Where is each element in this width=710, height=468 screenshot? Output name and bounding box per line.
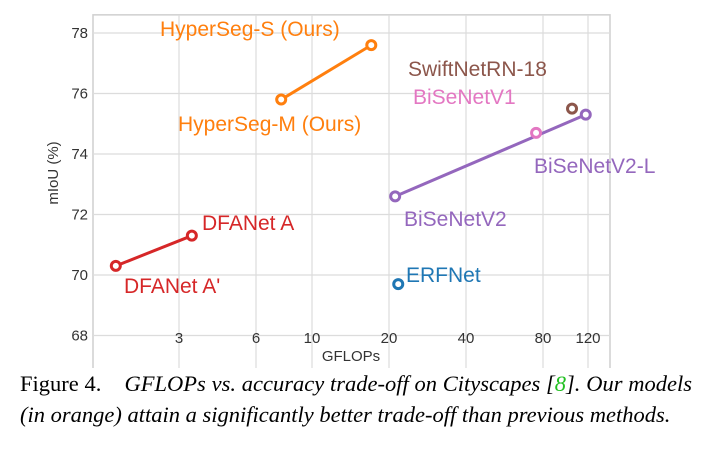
series-line [280,43,373,101]
x-tick-label: 10 [304,330,321,347]
caption-body: Our models (in orange) attain a signific… [20,371,693,427]
y-tick-label: 74 [71,146,88,163]
data-point [275,93,288,106]
series-lines [115,43,587,268]
point-label: HyperSeg-S (Ours) [160,18,340,41]
chart: HyperSeg-M (Ours) HyperSeg-S (Ours) DFANet… [45,14,655,368]
series-line [115,234,193,268]
caption-title-end: ]. [566,371,581,396]
y-tick-label: 76 [71,86,88,103]
citation-link[interactable]: 8 [554,371,567,396]
x-tick-label: 3 [175,330,183,347]
y-tick-label: 70 [71,267,88,284]
figure-label: Figure 4. [20,371,102,396]
point-label: BiSeNetV1 [413,86,516,109]
point-label: DFANet A' [124,275,220,298]
point-label: HyperSeg-M (Ours) [178,113,361,136]
data-point [109,259,122,272]
data-point [530,126,543,139]
point-label: DFANet A [202,212,294,235]
tick-labels: 666870727476783610204080120 [71,25,600,347]
x-tick-label: 120 [575,330,600,347]
data-points [109,39,592,291]
x-tick-label: 80 [535,330,552,347]
y-tick-label: 68 [71,328,88,345]
point-label: BiSeNetV2-L [534,155,655,178]
figure-caption: Figure 4. GFLOPs vs. accuracy trade-off … [20,368,692,430]
data-point [566,102,579,115]
x-tick-label: 40 [458,330,475,347]
caption-title: GFLOPs vs. accuracy trade-off on Citysca… [20,371,692,427]
point-label: BiSeNetV2 [404,208,507,231]
grid [92,14,611,368]
x-tick-label: 20 [381,330,398,347]
data-point [185,229,198,242]
y-tick-label: 72 [71,207,88,224]
caption-title-text: GFLOPs vs. accuracy trade-off on Citysca… [124,371,555,396]
point-label: SwiftNetRN-18 [408,58,547,81]
y-tick-label: 78 [71,25,88,42]
x-axis-label: GFLOPs [322,348,380,365]
y-axis-label: mIoU (%) [45,141,62,204]
data-point [389,190,402,203]
point-labels: HyperSeg-M (Ours) HyperSeg-S (Ours) DFANet… [124,18,655,298]
x-tick-label: 6 [252,330,260,347]
series-line [394,113,587,198]
point-label: ERFNet [406,264,481,287]
data-point [392,278,405,291]
data-point [579,108,592,121]
data-point [365,39,378,52]
